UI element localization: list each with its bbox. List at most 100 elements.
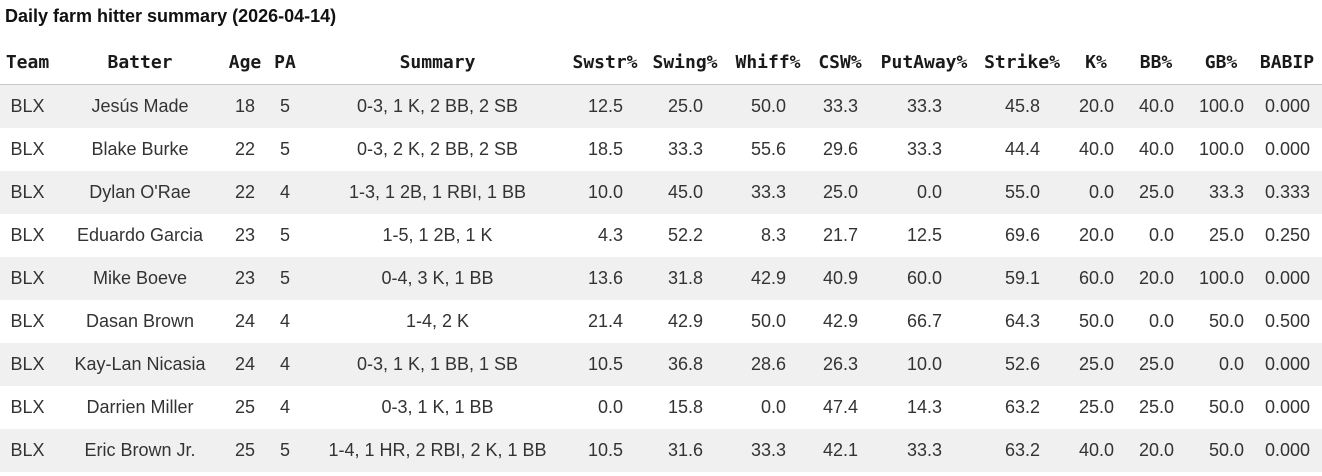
cell-swstr: 10.0: [570, 171, 640, 214]
cell-value: 21.4: [587, 311, 624, 331]
cell-value: 4.3: [597, 225, 624, 245]
cell-summary: 1-5, 1 2B, 1 K: [382, 225, 493, 245]
cell-summary: 1-3, 1 2B, 1 RBI, 1 BB: [348, 182, 527, 202]
cell-value: 0.0: [1148, 225, 1175, 245]
cell-swing: 42.9: [640, 300, 730, 343]
cell-strike: 59.1: [974, 257, 1070, 300]
cell-value: 25.0: [1208, 225, 1245, 245]
cell-whiff: 50.0: [730, 300, 806, 343]
cell-csw: 26.3: [806, 343, 874, 386]
cell-value: 25.0: [1138, 182, 1175, 202]
cell-swstr: 10.5: [570, 429, 640, 472]
cell-value: 13.6: [587, 268, 624, 288]
cell-team: BLX: [10, 268, 45, 288]
cell-summary: 1-4, 2 K: [405, 311, 470, 331]
cell-k: 40.0: [1070, 429, 1122, 472]
column-header-strike: Strike%: [974, 41, 1070, 85]
cell-value: 33.3: [906, 96, 943, 116]
column-header-k: K%: [1070, 41, 1122, 85]
cell-strike: 69.6: [974, 214, 1070, 257]
cell-strike: 63.2: [974, 386, 1070, 429]
cell-swstr: 13.6: [570, 257, 640, 300]
column-header-babip: BABIP: [1252, 41, 1322, 85]
cell-age: 23: [234, 268, 256, 288]
page-title: Daily farm hitter summary (2026-04-14): [5, 6, 337, 26]
cell-value: 40.0: [1078, 139, 1115, 159]
cell-value: 0.500: [1264, 311, 1311, 331]
cell-value: 33.3: [750, 182, 787, 202]
cell-value: 40.0: [1138, 139, 1175, 159]
cell-bb: 20.0: [1122, 257, 1190, 300]
cell-team: BLX: [10, 440, 45, 460]
column-header-whiff: Whiff%: [730, 41, 806, 85]
cell-value: 60.0: [906, 268, 943, 288]
cell-batter: Dasan Brown: [85, 311, 195, 331]
cell-swstr: 12.5: [570, 85, 640, 129]
cell-value: 0.000: [1264, 440, 1311, 460]
cell-value: 33.3: [822, 96, 859, 116]
cell-value: 50.0: [750, 311, 787, 331]
cell-value: 42.9: [667, 311, 704, 331]
cell-value: 12.5: [587, 96, 624, 116]
column-header-swing: Swing%: [640, 41, 730, 85]
cell-bb: 25.0: [1122, 386, 1190, 429]
cell-strike: 63.2: [974, 429, 1070, 472]
cell-value: 100.0: [1198, 139, 1245, 159]
cell-value: 0.0: [1088, 182, 1115, 202]
cell-value: 20.0: [1078, 96, 1115, 116]
cell-age: 23: [234, 225, 256, 245]
cell-value: 33.3: [750, 440, 787, 460]
cell-csw: 42.9: [806, 300, 874, 343]
cell-value: 40.9: [822, 268, 859, 288]
cell-strike: 55.0: [974, 171, 1070, 214]
cell-value: 36.8: [667, 354, 704, 374]
cell-value: 28.6: [750, 354, 787, 374]
cell-pa: 5: [279, 96, 290, 116]
cell-pa: 4: [279, 354, 290, 374]
cell-value: 100.0: [1198, 96, 1245, 116]
cell-team: BLX: [10, 354, 45, 374]
cell-value: 0.0: [597, 397, 624, 417]
cell-csw: 21.7: [806, 214, 874, 257]
cell-value: 60.0: [1078, 268, 1115, 288]
cell-batter: Blake Burke: [91, 139, 189, 159]
cell-value: 25.0: [1078, 397, 1115, 417]
cell-age: 25: [234, 397, 256, 417]
cell-value: 12.5: [906, 225, 943, 245]
cell-value: 25.0: [822, 182, 859, 202]
cell-value: 42.9: [750, 268, 787, 288]
cell-summary: 0-3, 1 K, 2 BB, 2 SB: [356, 96, 519, 116]
cell-bb: 20.0: [1122, 429, 1190, 472]
cell-swstr: 10.5: [570, 343, 640, 386]
table-row: BLX Blake Burke 22 5 0-3, 2 K, 2 BB, 2 SB 18.…: [0, 128, 1322, 171]
column-header-summary: Summary: [305, 41, 570, 85]
cell-value: 50.0: [1208, 311, 1245, 331]
cell-putaway: 60.0: [874, 257, 974, 300]
cell-batter: Eduardo Garcia: [76, 225, 204, 245]
cell-age: 25: [234, 440, 256, 460]
cell-gb: 50.0: [1190, 300, 1252, 343]
cell-team: BLX: [10, 311, 45, 331]
cell-value: 10.0: [587, 182, 624, 202]
table-header-row: Team Batter Age PA Summary Swstr% Swing% Whiff%…: [0, 41, 1322, 85]
column-header-batter: Batter: [55, 41, 225, 85]
table-row: BLX Eric Brown Jr. 25 5 1-4, 1 HR, 2 RBI, 2 …: [0, 429, 1322, 472]
cell-value: 33.3: [906, 139, 943, 159]
cell-bb: 0.0: [1122, 214, 1190, 257]
cell-value: 33.3: [1208, 182, 1245, 202]
table-row: BLX Kay-Lan Nicasia 24 4 0-3, 1 K, 1 BB, 1 S…: [0, 343, 1322, 386]
cell-value: 0.000: [1264, 268, 1311, 288]
table-row: BLX Dylan O'Rae 22 4 1-3, 1 2B, 1 RBI, 1 BB 1…: [0, 171, 1322, 214]
cell-babip: 0.500: [1252, 300, 1322, 343]
cell-team: BLX: [10, 397, 45, 417]
cell-strike: 44.4: [974, 128, 1070, 171]
cell-value: 0.0: [760, 397, 787, 417]
cell-swstr: 0.0: [570, 386, 640, 429]
cell-value: 66.7: [906, 311, 943, 331]
cell-csw: 25.0: [806, 171, 874, 214]
cell-value: 26.3: [822, 354, 859, 374]
cell-value: 15.8: [667, 397, 704, 417]
cell-whiff: 8.3: [730, 214, 806, 257]
cell-value: 40.0: [1078, 440, 1115, 460]
cell-babip: 0.000: [1252, 128, 1322, 171]
